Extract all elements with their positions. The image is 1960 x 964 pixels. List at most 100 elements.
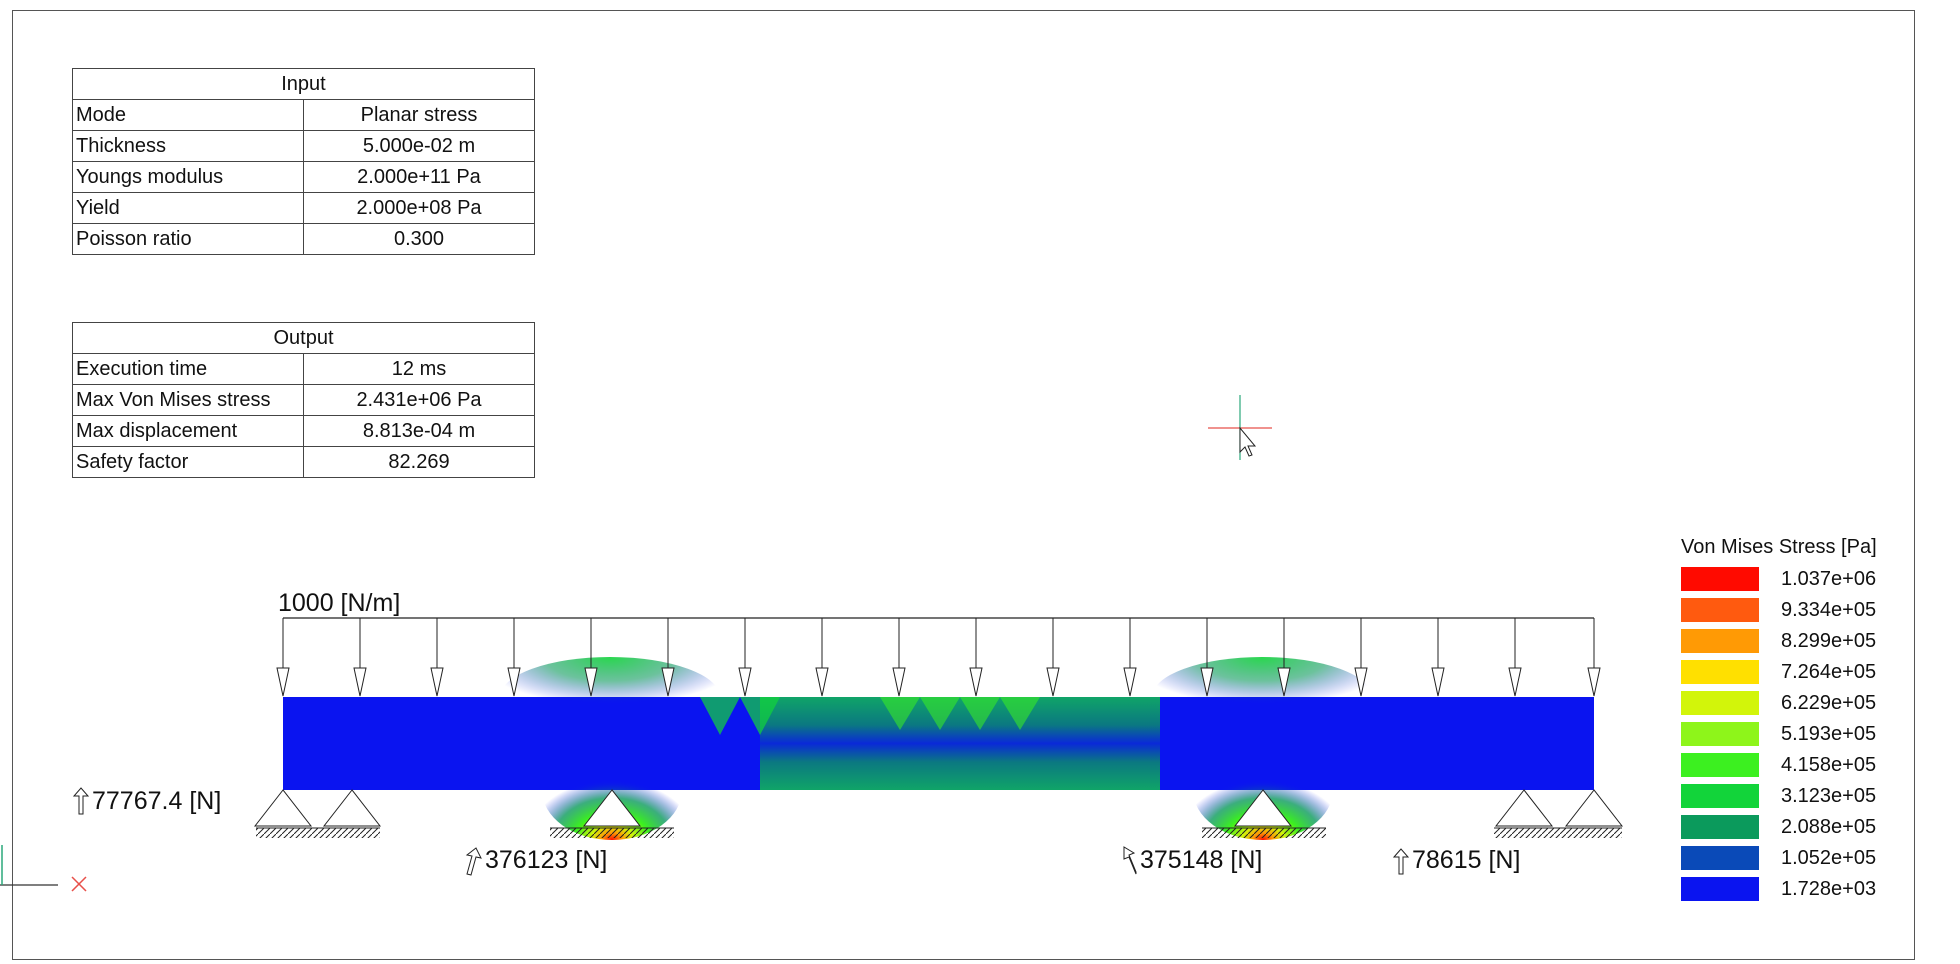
table-row: Execution time 12 ms — [72, 353, 535, 385]
legend-value: 7.264e+05 — [1781, 661, 1877, 683]
support-triangle — [1564, 789, 1624, 827]
legend-swatch — [1681, 753, 1759, 777]
ground-hatch — [550, 828, 674, 838]
legend-item: 9.334e+05 — [1681, 595, 1911, 626]
arrow-down-icon — [1587, 667, 1601, 697]
table-row: Thickness 5.000e-02 m — [72, 130, 535, 162]
reaction-label-4: 78615 [N] — [1412, 846, 1521, 874]
arrow-down-icon — [1508, 667, 1522, 697]
beam-top-stress-right — [1152, 657, 1372, 737]
load-label: 1000 [N/m] — [278, 589, 401, 617]
reaction-label-3: 375148 [N] — [1140, 846, 1263, 874]
table-row: Youngs modulus 2.000e+11 Pa — [72, 161, 535, 193]
legend-value: 3.123e+05 — [1781, 785, 1877, 807]
beam-mid-stress — [760, 697, 1160, 790]
table-row: Yield 2.000e+08 Pa — [72, 192, 535, 224]
arrow-down-icon — [661, 667, 675, 697]
arrow-down-icon — [1046, 667, 1060, 697]
input-value-yield: 2.000e+08 Pa — [303, 192, 535, 224]
ground-hatch — [256, 828, 380, 838]
legend-item: 2.088e+05 — [1681, 812, 1911, 843]
reaction-label-1: 77767.4 [N] — [92, 787, 222, 815]
distributed-load — [276, 617, 1601, 697]
beam-mesh-accent — [880, 697, 1040, 730]
cursor-crosshair — [1208, 395, 1272, 460]
output-label-execution-time: Execution time — [72, 353, 304, 385]
legend-swatch — [1681, 846, 1759, 870]
arrow-down-icon — [353, 667, 367, 697]
legend-swatch — [1681, 660, 1759, 684]
arrow-down-icon — [1123, 667, 1137, 697]
arrow-down-icon — [815, 667, 829, 697]
arrow-up-icon — [72, 787, 90, 815]
legend-value: 9.334e+05 — [1781, 599, 1877, 621]
arrow-down-icon — [507, 667, 521, 697]
input-label-yield: Yield — [72, 192, 304, 224]
legend-swatch — [1681, 722, 1759, 746]
output-value-safety-factor: 82.269 — [303, 446, 535, 478]
legend-value: 4.158e+05 — [1781, 754, 1877, 776]
arrow-down-icon — [430, 667, 444, 697]
support-triangle — [253, 789, 313, 827]
arrow-down-icon — [738, 667, 752, 697]
legend-item: 1.052e+05 — [1681, 843, 1911, 874]
support-triangle — [582, 789, 642, 827]
arrow-down-icon — [1277, 667, 1291, 697]
arrow-up-icon — [465, 847, 482, 876]
legend-value: 1.052e+05 — [1781, 847, 1877, 869]
arrow-down-icon — [969, 667, 983, 697]
output-value-max-displacement: 8.813e-04 m — [303, 415, 535, 447]
support-triangle — [322, 789, 382, 827]
output-value-execution-time: 12 ms — [303, 353, 535, 385]
legend-item: 5.193e+05 — [1681, 719, 1911, 750]
mouse-pointer-icon — [1239, 426, 1257, 457]
legend-swatch — [1681, 784, 1759, 808]
output-label-max-von-mises: Max Von Mises stress — [72, 384, 304, 416]
arrow-down-icon — [584, 667, 598, 697]
input-value-poisson-ratio: 0.300 — [303, 223, 535, 255]
supports — [253, 789, 1624, 838]
legend-title: Von Mises Stress [Pa] — [1681, 536, 1877, 558]
input-label-youngs-modulus: Youngs modulus — [72, 161, 304, 193]
arrow-down-icon — [1431, 667, 1445, 697]
legend-value: 6.229e+05 — [1781, 692, 1877, 714]
legend-swatch — [1681, 629, 1759, 653]
reaction-label-2: 376123 [N] — [485, 846, 608, 874]
table-row: Mode Planar stress — [72, 99, 535, 131]
support-triangle — [1233, 789, 1293, 827]
ground-hatch — [1202, 828, 1326, 838]
legend-value: 2.088e+05 — [1781, 816, 1877, 838]
table-row: Poisson ratio 0.300 — [72, 223, 535, 255]
input-value-mode: Planar stress — [303, 99, 535, 131]
table-row: Safety factor 82.269 — [72, 446, 535, 478]
ground-hatch — [1494, 828, 1622, 838]
x-axis-marker-icon — [71, 876, 87, 892]
legend-swatch — [1681, 877, 1759, 901]
legend-value: 8.299e+05 — [1781, 630, 1877, 652]
origin-axes — [0, 845, 87, 892]
legend-swatch — [1681, 598, 1759, 622]
legend-item: 6.229e+05 — [1681, 688, 1911, 719]
legend-value: 5.193e+05 — [1781, 723, 1877, 745]
beam-top-stress-left — [500, 657, 720, 737]
table-row: Max displacement 8.813e-04 m — [72, 415, 535, 447]
legend-swatch — [1681, 815, 1759, 839]
arrow-down-icon — [1200, 667, 1214, 697]
input-table: Input Mode Planar stress Thickness 5.000e-… — [72, 68, 535, 255]
legend-item: 8.299e+05 — [1681, 626, 1911, 657]
support-triangle — [1494, 789, 1554, 827]
table-row: Max Von Mises stress 2.431e+06 Pa — [72, 384, 535, 416]
legend-item: 4.158e+05 — [1681, 750, 1911, 781]
reaction-arrow-icons — [72, 787, 1410, 876]
beam — [283, 657, 1594, 840]
output-label-safety-factor: Safety factor — [72, 446, 304, 478]
output-table: Output Execution time 12 ms Max Von Mises… — [72, 322, 535, 478]
input-label-poisson-ratio: Poisson ratio — [72, 223, 304, 255]
legend-item: 7.264e+05 — [1681, 657, 1911, 688]
stress-legend: Von Mises Stress [Pa] 1.037e+06 9.334e+05… — [1681, 530, 1911, 905]
legend-swatch — [1681, 691, 1759, 715]
legend-value: 1.037e+06 — [1781, 568, 1877, 590]
arrow-up-icon — [1392, 848, 1410, 875]
legend-item: 3.123e+05 — [1681, 781, 1911, 812]
